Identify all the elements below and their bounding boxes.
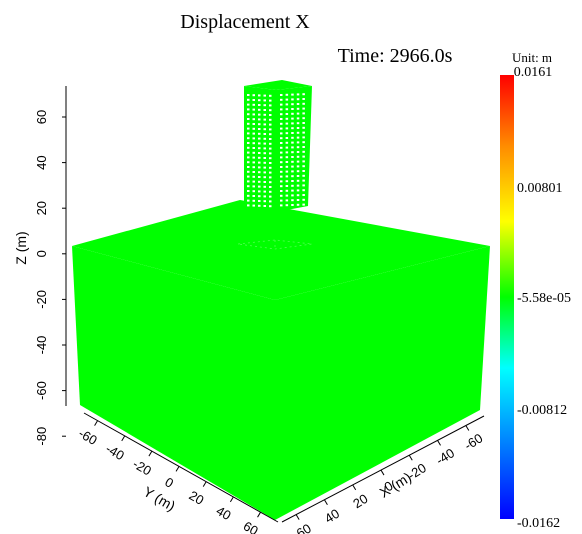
colorbar-tick-label: -5.58e-05 — [517, 291, 571, 306]
axis-tick-mark — [323, 499, 328, 505]
z-axis-label: Z (m) — [13, 231, 29, 264]
soil-block-right-face — [275, 246, 490, 520]
x-axis-tick-label: 40 — [322, 506, 342, 526]
y-axis-tick-label: 60 — [241, 518, 261, 534]
z-axis-tick-label: -60 — [34, 381, 49, 400]
axis-tick-mark — [148, 450, 153, 457]
time-label: Time: 2966.0s — [338, 45, 453, 67]
z-axis-tick-label: -40 — [34, 336, 49, 355]
z-axis-tick-label: 60 — [34, 110, 49, 124]
z-axis-tick-label: -80 — [34, 427, 49, 446]
plot-title: Displacement X — [180, 11, 310, 33]
z-axis-tick-label: 20 — [34, 201, 49, 215]
axis-tick-mark — [202, 481, 207, 487]
x-axis-label: X (m) — [377, 469, 414, 501]
soil-block — [72, 200, 490, 520]
colorbar-tick-label: 0.00801 — [517, 181, 563, 196]
y-axis-tick-label: -60 — [76, 426, 100, 448]
axis-tick-mark — [121, 435, 126, 442]
colorbar-unit-label: Unit: m — [512, 50, 552, 65]
colorbar-max-label: 0.0161 — [514, 65, 553, 80]
x-axis-tick-label: 20 — [350, 491, 370, 511]
colorbar-tick-label: -0.00812 — [517, 403, 567, 418]
axis-tick-mark — [408, 454, 413, 461]
z-axis-tick-label: -20 — [34, 290, 49, 309]
colorbar-min-label: -0.0162 — [517, 516, 560, 531]
axis-tick-mark — [175, 466, 180, 472]
axis-tick-mark — [257, 511, 261, 518]
z-axis: 60 40 20 0 -20 -40 -60 -80 Z (m) — [13, 86, 67, 446]
y-axis-tick-label: 40 — [214, 503, 234, 523]
y-axis-tick-label: 20 — [186, 488, 206, 508]
soil-block-left-face — [72, 246, 275, 520]
y-axis-tick-label: 0 — [162, 474, 176, 491]
x-axis-tick-label: -60 — [461, 430, 485, 453]
soil-block-top-face — [72, 200, 490, 300]
y-axis-tick-label: -40 — [103, 441, 127, 463]
axis-tick-mark — [352, 484, 357, 491]
z-axis-tick-label: 0 — [34, 250, 49, 257]
axis-tick-mark — [465, 425, 470, 431]
axis-tick-mark — [295, 514, 300, 520]
colorbar-ticks: 0.00801 -5.58e-05 -0.00812 — [517, 181, 571, 418]
axis-tick-mark — [437, 440, 441, 446]
y-axis-tick-label: -20 — [130, 456, 154, 478]
y-axis-label: Y (m) — [141, 483, 178, 514]
axis-tick-mark — [94, 420, 99, 426]
building-structure — [244, 80, 312, 212]
z-axis-tick-label: 40 — [34, 155, 49, 169]
colorbar — [500, 75, 514, 519]
x-axis-tick-label: 60 — [294, 521, 314, 534]
x-axis-tick-label: -40 — [433, 445, 457, 468]
axis-tick-mark — [229, 496, 234, 503]
axis-tick-mark — [380, 469, 385, 476]
